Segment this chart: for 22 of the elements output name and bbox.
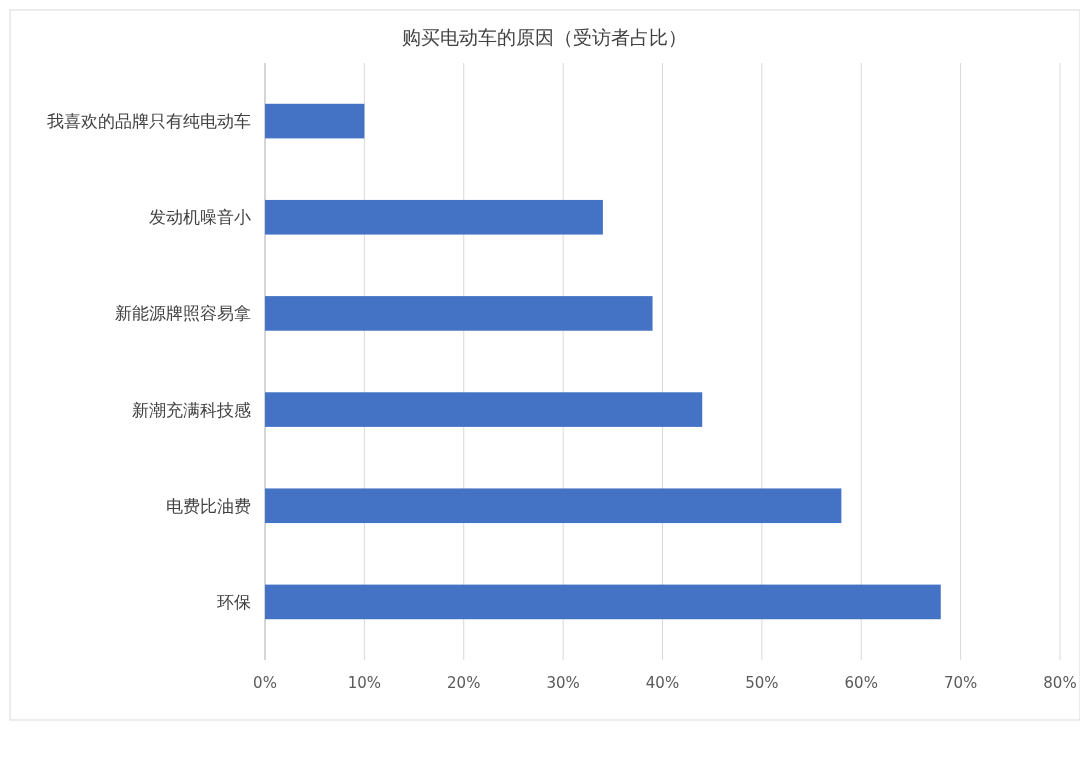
x-tick-label: 0% <box>253 674 277 692</box>
bar <box>265 296 653 331</box>
x-tick-label: 70% <box>943 674 978 692</box>
x-tick-label: 80% <box>1043 674 1077 692</box>
bar <box>265 392 703 427</box>
y-tick-label: 发动机噪音小 <box>149 207 251 228</box>
bar <box>265 584 941 620</box>
x-tick-label: 40% <box>645 674 680 692</box>
y-tick-label: 电费比油费 <box>166 495 251 516</box>
y-tick-label: 环保 <box>217 591 251 612</box>
x-tick-label: 50% <box>745 674 779 692</box>
y-tick-label: 新潮充满科技感 <box>132 399 251 420</box>
bar <box>265 488 842 524</box>
bar <box>265 199 603 235</box>
x-tick-label: 60% <box>844 674 878 692</box>
x-tick-label: 30% <box>546 674 580 692</box>
x-tick-label: 10% <box>347 674 382 692</box>
y-tick-label: 新能源牌照容易拿 <box>115 303 251 324</box>
y-tick-label: 我喜欢的品牌只有纯电动车 <box>47 111 251 132</box>
bar <box>265 103 365 139</box>
x-tick-label: 20% <box>447 674 481 692</box>
chart-title: 购买电动车的原因（受访者占比） <box>401 26 687 48</box>
